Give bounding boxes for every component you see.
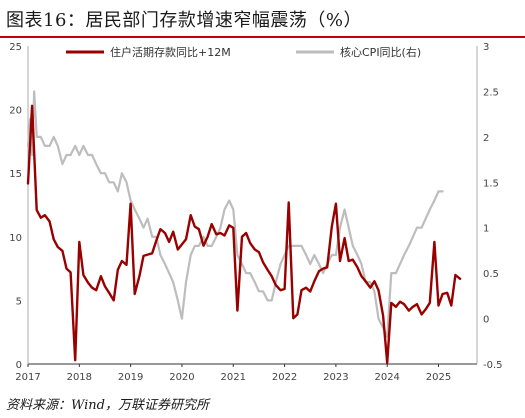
x-tick-label: 2024 — [374, 372, 399, 383]
right-y-tick-label: 3 — [483, 42, 489, 53]
left-y-tick-label: 0 — [16, 360, 22, 371]
series-line-household-demand-deposit — [26, 104, 462, 364]
x-tick-label: 2023 — [323, 372, 348, 383]
left-y-tick-label: 20 — [9, 106, 22, 117]
x-tick-label: 2018 — [67, 372, 92, 383]
x-tick-label: 2017 — [15, 372, 40, 383]
x-tick-label: 2019 — [118, 372, 143, 383]
right-y-tick-label: 2.5 — [483, 87, 499, 98]
legend-label: 核心CPI同比(右) — [340, 45, 421, 59]
left-y-tick-label: 25 — [9, 42, 22, 53]
series-line-core-cpi — [26, 90, 444, 338]
right-y-tick-label: 0.5 — [483, 269, 499, 280]
right-y-tick-label: 1 — [483, 224, 489, 235]
figure-title: 图表16：居民部门存款增速窄幅震荡（%） — [6, 10, 363, 31]
axes: 2017 2018 2019 2020 2021 2022 2023 2024 20250510… — [9, 42, 502, 383]
x-tick-label: 2022 — [272, 372, 297, 383]
series-layer — [26, 90, 462, 364]
legend: 住户活期存款同比+12M 核心CPI同比(右) — [66, 45, 421, 59]
title-rule — [0, 36, 525, 38]
right-y-tick-label: -0.5 — [483, 360, 503, 371]
right-y-tick-label: 2 — [483, 133, 489, 144]
x-tick-label: 2020 — [169, 372, 194, 383]
x-tick-label: 2025 — [426, 372, 451, 383]
left-y-tick-label: 15 — [9, 169, 22, 180]
left-y-tick-label: 5 — [16, 296, 22, 307]
right-y-tick-label: 0 — [483, 315, 489, 326]
legend-label: 住户活期存款同比+12M — [110, 45, 231, 59]
source-note: 资料来源：Wind，万联证券研究所 — [6, 398, 209, 413]
line-chart: 2017 2018 2019 2020 2021 2022 2023 2024 20250510… — [9, 42, 502, 383]
x-tick-label: 2021 — [221, 372, 246, 383]
right-y-tick-label: 1.5 — [483, 178, 499, 189]
left-y-tick-label: 10 — [9, 233, 22, 244]
